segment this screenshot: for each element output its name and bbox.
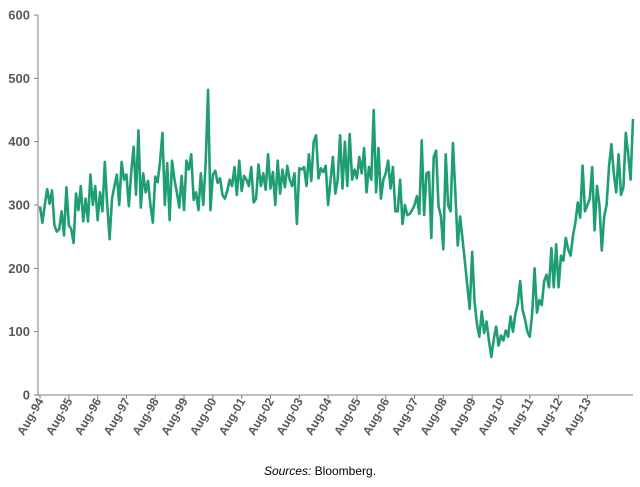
- x-tick-label: Aug-12: [533, 395, 566, 438]
- x-tick-label: Aug-94: [14, 395, 47, 438]
- source-label: Sources:: [263, 464, 312, 478]
- y-tick-label: 500: [8, 71, 30, 86]
- x-tick-label: Aug-01: [216, 395, 249, 438]
- x-tick-label: Aug-00: [187, 395, 220, 438]
- x-tick-label: Aug-05: [331, 395, 364, 438]
- series-line: [38, 88, 635, 359]
- y-tick-label: 300: [8, 198, 30, 213]
- x-tick-label: Aug-95: [43, 395, 76, 438]
- x-tick-label: Aug-99: [158, 395, 191, 438]
- x-tick-label: Aug-13: [562, 395, 595, 438]
- x-tick-label: Aug-10: [475, 395, 508, 438]
- x-tick-label: Aug-03: [273, 395, 306, 438]
- source-text: Bloomberg.: [314, 464, 377, 478]
- x-tick-label: Aug-08: [417, 395, 450, 438]
- x-tick-label: Aug-97: [101, 395, 134, 438]
- source-note: Sources: Bloomberg.: [0, 464, 640, 478]
- x-tick-label: Aug-02: [245, 395, 278, 438]
- x-tick-label: Aug-04: [302, 395, 335, 438]
- y-tick-label: 0: [23, 388, 30, 403]
- x-tick-label: Aug-09: [446, 395, 479, 438]
- x-axis-ticks: Aug-94Aug-95Aug-96Aug-97Aug-98Aug-99Aug-…: [14, 395, 594, 438]
- x-tick-label: Aug-98: [129, 395, 162, 438]
- y-tick-label: 600: [8, 8, 30, 23]
- x-tick-label: Aug-06: [360, 395, 393, 438]
- x-tick-label: Aug-96: [72, 395, 105, 438]
- x-tick-label: Aug-07: [389, 395, 422, 438]
- y-tick-label: 400: [8, 134, 30, 149]
- y-tick-label: 200: [8, 261, 30, 276]
- y-tick-label: 100: [8, 324, 30, 339]
- y-axis-ticks: 0 100 200 300 400 500 600: [8, 8, 38, 403]
